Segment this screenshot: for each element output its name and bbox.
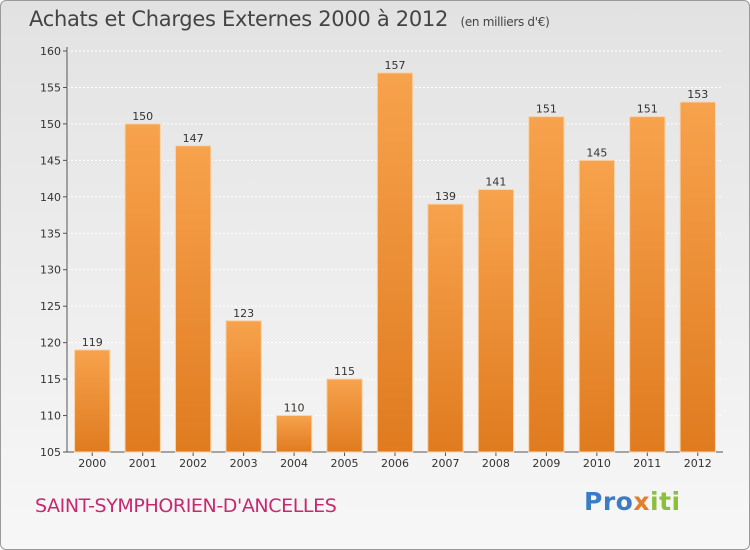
logo-letter: x bbox=[633, 487, 650, 516]
commune-name: SAINT-SYMPHORIEN-D'ANCELLES bbox=[35, 495, 337, 517]
x-tick-label: 2007 bbox=[431, 457, 459, 470]
proxiti-logo[interactable]: Proxiti bbox=[584, 487, 681, 516]
bar-layer bbox=[74, 72, 716, 453]
bar-value-label: 145 bbox=[586, 146, 607, 159]
x-tick-label: 2004 bbox=[280, 457, 308, 470]
y-tick-label: 120 bbox=[40, 337, 61, 350]
bar-value-label: 139 bbox=[435, 190, 456, 203]
bar-value-label: 153 bbox=[687, 88, 708, 101]
bar-outline bbox=[275, 415, 313, 453]
bar-outline bbox=[124, 123, 161, 453]
bar bbox=[175, 145, 211, 453]
bar-outline bbox=[528, 116, 565, 453]
bar bbox=[680, 102, 716, 452]
bar-value-label: 147 bbox=[183, 132, 204, 145]
x-tick-label: 2009 bbox=[532, 457, 560, 470]
y-tick-label: 130 bbox=[40, 264, 61, 277]
logo-letter: i bbox=[671, 487, 681, 516]
logo-letter: o bbox=[615, 487, 634, 516]
x-tick-label: 2012 bbox=[684, 457, 712, 470]
x-tick-label: 2002 bbox=[179, 457, 207, 470]
x-tick-label: 2011 bbox=[633, 457, 661, 470]
bar-outline bbox=[376, 72, 414, 453]
y-tick-label: 125 bbox=[40, 300, 61, 313]
x-tick-label: 2001 bbox=[129, 457, 157, 470]
x-tick-label: 2005 bbox=[331, 457, 359, 470]
y-tick-label: 145 bbox=[40, 154, 61, 167]
bar bbox=[276, 415, 312, 452]
chart-subtitle: (en milliers d'€) bbox=[460, 15, 550, 29]
bar-value-label: 123 bbox=[233, 307, 254, 320]
logo-letter: P bbox=[584, 487, 603, 516]
bar-outline bbox=[225, 320, 262, 453]
bar bbox=[125, 123, 161, 452]
bar-outline bbox=[629, 116, 666, 453]
bar-value-label: 157 bbox=[385, 59, 406, 72]
y-tick-label: 150 bbox=[40, 118, 61, 131]
bar bbox=[579, 160, 615, 452]
bar bbox=[528, 116, 565, 453]
bar-outline bbox=[174, 145, 212, 453]
x-tick-label: 2003 bbox=[230, 457, 258, 470]
bar bbox=[478, 189, 514, 452]
bar-value-label: 151 bbox=[637, 103, 658, 116]
logo-letter: i bbox=[650, 487, 660, 516]
bar-outline bbox=[477, 189, 515, 453]
bar-outline bbox=[74, 349, 111, 453]
bar-outline bbox=[326, 378, 363, 453]
bar-outline bbox=[578, 159, 616, 453]
bar-value-label: 150 bbox=[132, 110, 153, 123]
chart-title: Achats et Charges Externes 2000 à 2012 (… bbox=[29, 7, 550, 31]
chart-title-text: Achats et Charges Externes 2000 à 2012 bbox=[29, 7, 449, 31]
bar-value-label: 119 bbox=[82, 336, 103, 349]
bar-value-label: 151 bbox=[536, 103, 557, 116]
bar-outline bbox=[427, 203, 464, 453]
y-tick-label: 160 bbox=[40, 45, 61, 58]
y-tick-label: 110 bbox=[40, 410, 61, 423]
bar bbox=[225, 320, 262, 452]
x-tick-label: 2008 bbox=[482, 457, 510, 470]
bar-value-label: 115 bbox=[334, 365, 355, 378]
bar-outline bbox=[679, 101, 716, 453]
bar bbox=[377, 72, 413, 452]
y-tick-label: 155 bbox=[40, 81, 61, 94]
logo-letter: t bbox=[659, 487, 672, 516]
y-tick-label: 140 bbox=[40, 191, 61, 204]
bar-value-label: 110 bbox=[284, 402, 305, 415]
bar bbox=[74, 349, 110, 452]
y-tick-label: 135 bbox=[40, 227, 61, 240]
bar-value-label: 141 bbox=[485, 176, 506, 189]
x-tick-label: 2000 bbox=[78, 457, 106, 470]
y-tick-label: 105 bbox=[40, 446, 61, 459]
bar bbox=[326, 379, 363, 452]
bar bbox=[629, 116, 665, 453]
x-tick-label: 2006 bbox=[381, 457, 409, 470]
y-tick-label: 115 bbox=[40, 373, 61, 386]
logo-letter: r bbox=[602, 487, 616, 516]
label-layer: 119 150 147 123 110 115 157 139 141 151 145 151 153 bbox=[82, 59, 709, 415]
bar bbox=[427, 204, 464, 452]
x-tick-label: 2010 bbox=[583, 457, 611, 470]
